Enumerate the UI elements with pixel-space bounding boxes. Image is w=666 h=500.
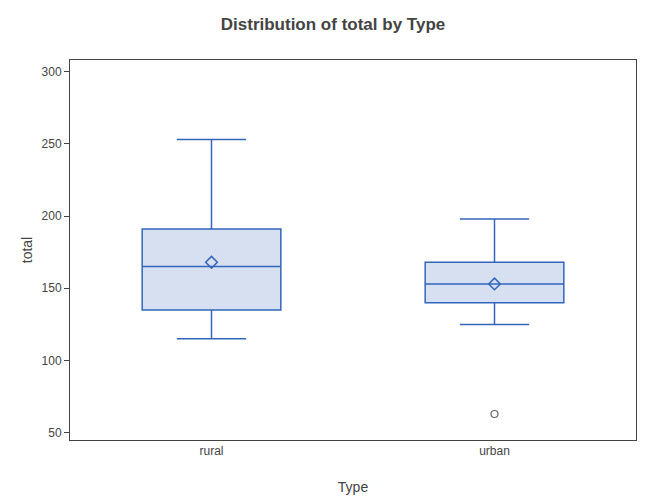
svg-text:50: 50 xyxy=(48,426,62,440)
svg-text:Type: Type xyxy=(338,479,369,495)
svg-text:100: 100 xyxy=(42,354,62,368)
svg-text:Distribution of total by Type: Distribution of total by Type xyxy=(221,15,445,34)
svg-text:150: 150 xyxy=(42,281,62,295)
svg-text:250: 250 xyxy=(42,137,62,151)
svg-text:urban: urban xyxy=(479,444,510,458)
svg-text:total: total xyxy=(19,237,35,263)
svg-text:300: 300 xyxy=(42,65,62,79)
svg-text:rural: rural xyxy=(199,444,223,458)
svg-text:200: 200 xyxy=(42,209,62,223)
